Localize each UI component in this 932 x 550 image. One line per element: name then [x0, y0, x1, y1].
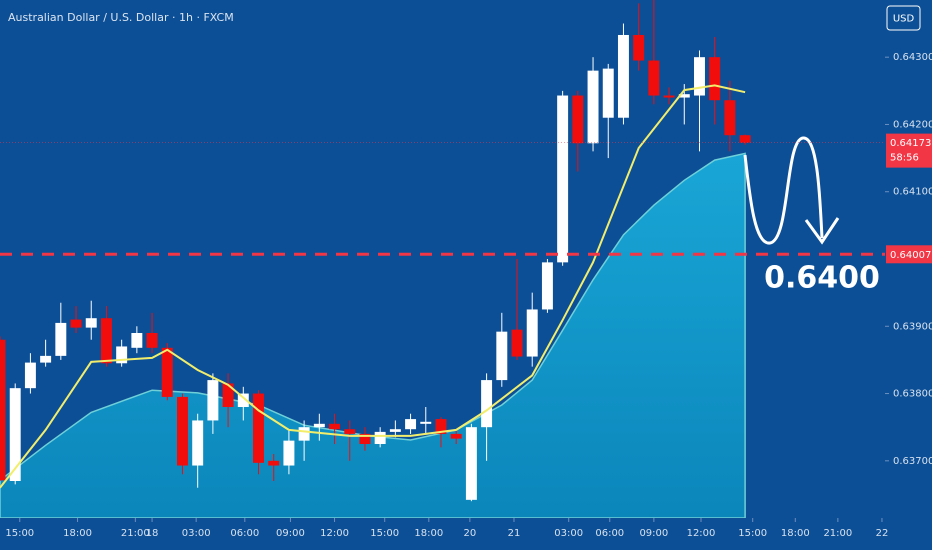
candle-body: [329, 423, 341, 430]
candle-body: [253, 393, 264, 463]
y-tick-label: 0.64100: [893, 187, 932, 198]
x-tick-label: 21: [508, 528, 521, 539]
plot-area: [0, 0, 751, 518]
x-tick-label: 18:00: [781, 528, 810, 539]
candle-body: [694, 57, 705, 96]
currency: USD: [893, 14, 915, 25]
candle-body: [70, 319, 82, 328]
candle-body: [283, 440, 295, 466]
candle-body: [177, 396, 188, 466]
x-tick-label: 20: [464, 528, 477, 539]
x-tick-label: 15:00: [738, 528, 767, 539]
candle-body: [100, 318, 112, 364]
x-tick-label: 06:00: [595, 528, 624, 539]
candle-body: [709, 57, 721, 101]
candle-body: [207, 380, 219, 421]
x-tick-label: 12:00: [320, 528, 349, 539]
candle-body: [131, 333, 143, 348]
candle-body: [557, 95, 569, 263]
forecast-arrow: [743, 136, 824, 245]
candle-body: [313, 423, 325, 428]
candle-body: [146, 333, 158, 348]
candle-body: [389, 429, 401, 432]
candle-body: [420, 421, 432, 424]
candle-body: [85, 318, 97, 328]
y-tick-label: 0.63900: [893, 321, 932, 332]
level-badge: [886, 245, 932, 264]
candle-body: [192, 420, 204, 466]
candle-body: [9, 388, 21, 481]
x-tick-label: 18:00: [63, 528, 92, 539]
x-tick-label: 09:00: [639, 528, 668, 539]
candle-body: [268, 460, 280, 466]
candle-body: [724, 100, 736, 136]
candle-body: [587, 70, 599, 144]
arrow-head: [804, 217, 840, 245]
x-tick-label: 15:00: [5, 528, 34, 539]
candle-body: [602, 68, 614, 118]
candle-body: [222, 383, 234, 407]
x-tick-label: 12:00: [687, 528, 716, 539]
candle-body: [496, 331, 508, 381]
candle-body: [617, 34, 629, 118]
candle-body: [24, 362, 36, 389]
candle-body: [633, 34, 645, 61]
candle-body: [0, 339, 6, 481]
candle-body: [663, 95, 675, 98]
annotation: 0.6400: [764, 261, 880, 296]
candle-body: [161, 347, 173, 397]
x-tick-label: 18:00: [414, 528, 443, 539]
chart-title: Australian Dollar / U.S. Dollar · 1h · F…: [8, 11, 234, 24]
candle-body: [116, 346, 128, 364]
last-price-badge: [886, 133, 932, 168]
candle-body: [298, 427, 310, 441]
candle-body: [526, 309, 538, 357]
x-tick-label: 22: [876, 528, 889, 539]
x-tick-label: 06:00: [230, 528, 259, 539]
level-label: 0.64007: [890, 250, 931, 261]
candle-body: [405, 419, 417, 430]
last-price-label: 0.64173: [890, 138, 931, 149]
x-tick-label: 09:00: [276, 528, 305, 539]
candle-body: [344, 429, 356, 434]
candle-body: [55, 322, 67, 356]
y-tick-label: 0.64200: [893, 119, 932, 130]
candle-body: [374, 431, 386, 444]
x-tick-label: 03:00: [182, 528, 211, 539]
x-tick-label: 03:00: [554, 528, 583, 539]
currency-box[interactable]: [886, 5, 921, 31]
candle-body: [359, 433, 371, 444]
candle-body: [648, 60, 660, 96]
candle-body: [237, 393, 249, 407]
axes: 0.64300 0.64200 0.64100 0.63900 0.63800 0.637…: [5, 52, 932, 539]
candle-body: [541, 262, 553, 310]
y-tick-label: 0.63800: [893, 389, 932, 400]
ma-line: [0, 84, 746, 489]
countdown: 58:56: [890, 153, 919, 164]
y-tick-label: 0.63700: [893, 456, 932, 467]
candle-body: [435, 419, 447, 434]
candle-body: [572, 95, 584, 144]
candle-body: [465, 427, 477, 500]
candle-body: [481, 380, 493, 428]
candle-body: [450, 433, 462, 439]
candle-body: [40, 355, 52, 363]
x-tick-label: 15:00: [370, 528, 399, 539]
candle-body: [511, 329, 523, 357]
candle-body: [739, 135, 751, 143]
x-tick-label: 18: [146, 528, 159, 539]
candle-body: [678, 94, 690, 98]
x-tick-label: 21:00: [823, 528, 852, 539]
x-tick-label: 21:00: [121, 528, 150, 539]
y-tick-label: 0.64300: [893, 52, 932, 63]
